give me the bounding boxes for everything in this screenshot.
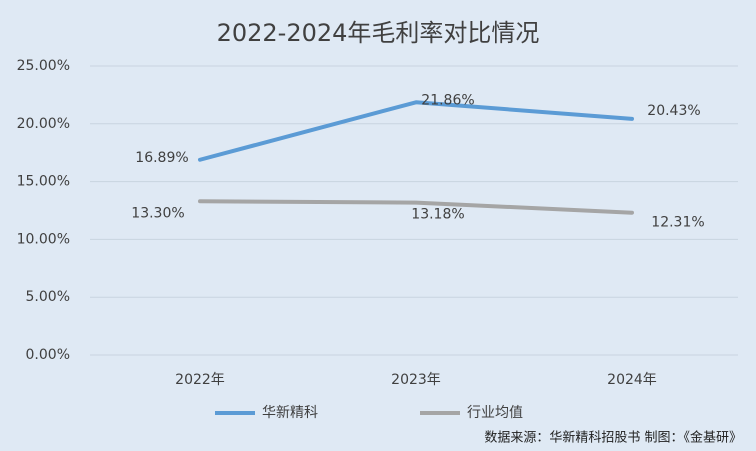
series-line	[198, 100, 634, 162]
y-tick-label: 0.00%	[26, 347, 70, 363]
data-label: 21.86%	[421, 92, 474, 108]
x-tick-label: 2023年	[391, 372, 441, 388]
chart-title: 2022-2024年毛利率对比情况	[217, 19, 540, 47]
series-line	[198, 199, 634, 215]
data-label: 16.89%	[135, 150, 188, 166]
legend-label: 行业均值	[467, 405, 523, 421]
data-label: 13.30%	[131, 205, 184, 221]
y-tick-label: 5.00%	[26, 289, 70, 305]
y-tick-label: 25.00%	[17, 58, 70, 74]
legend-label: 华新精科	[262, 405, 318, 421]
data-label: 13.18%	[411, 207, 464, 223]
x-tick-label: 2024年	[607, 372, 657, 388]
y-tick-label: 20.00%	[17, 116, 70, 132]
data-label: 20.43%	[647, 103, 700, 119]
y-tick-label: 10.00%	[17, 231, 70, 247]
data-label: 12.31%	[651, 215, 704, 231]
y-tick-label: 15.00%	[17, 174, 70, 190]
source-note: 数据来源：华新精科招股书 制图：《金基研》	[484, 430, 742, 446]
x-tick-label: 2022年	[175, 372, 225, 388]
